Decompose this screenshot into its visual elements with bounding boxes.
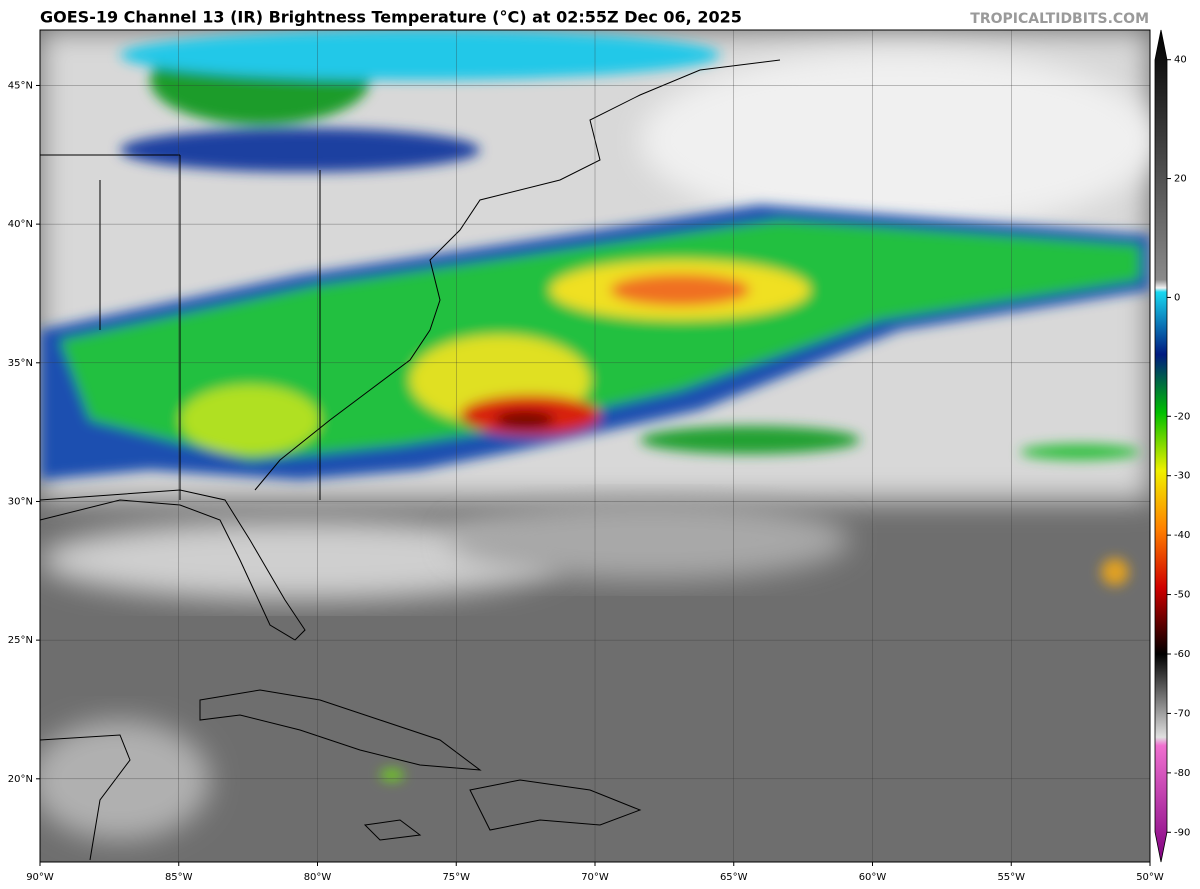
colorbar-tick-label: 40 — [1174, 55, 1187, 66]
colorbar-tick-label: -40 — [1174, 530, 1190, 541]
title: GOES-19 Channel 13 (IR) Brightness Tempe… — [40, 8, 742, 27]
lat-tick-label: 45°N — [8, 80, 33, 91]
colorbar — [1154, 29, 1168, 863]
lat-tick-label: 30°N — [8, 496, 33, 507]
lon-tick-label: 60°W — [859, 872, 887, 883]
lat-tick-label: 20°N — [8, 774, 33, 785]
lon-tick-label: 80°W — [304, 872, 332, 883]
colorbar-tick-label: 0 — [1174, 292, 1180, 303]
lat-tick-label: 40°N — [8, 219, 33, 230]
colorbar-tick-label: -30 — [1174, 471, 1190, 482]
lon-tick-label: 50°W — [1136, 872, 1164, 883]
lon-tick-label: 65°W — [720, 872, 748, 883]
colorbar-tick-label: -90 — [1174, 827, 1190, 838]
colorbar-tick-label: -50 — [1174, 590, 1190, 601]
colorbar-tick-label: -60 — [1174, 649, 1190, 660]
colorbar-tick-label: -70 — [1174, 708, 1190, 719]
lat-tick-label: 25°N — [8, 635, 33, 646]
colorbar-tick-label: -20 — [1174, 411, 1190, 422]
colorbar-tick-label: -80 — [1174, 768, 1190, 779]
lon-tick-label: 55°W — [997, 872, 1025, 883]
lon-tick-label: 70°W — [581, 872, 609, 883]
lon-tick-label: 90°W — [26, 872, 54, 883]
colorbar-tick-label: 20 — [1174, 174, 1187, 185]
lon-tick-label: 75°W — [442, 872, 470, 883]
lat-tick-label: 35°N — [8, 358, 33, 369]
watermark: TROPICALTIDBITS.COM — [970, 11, 1149, 27]
lon-tick-label: 85°W — [165, 872, 193, 883]
